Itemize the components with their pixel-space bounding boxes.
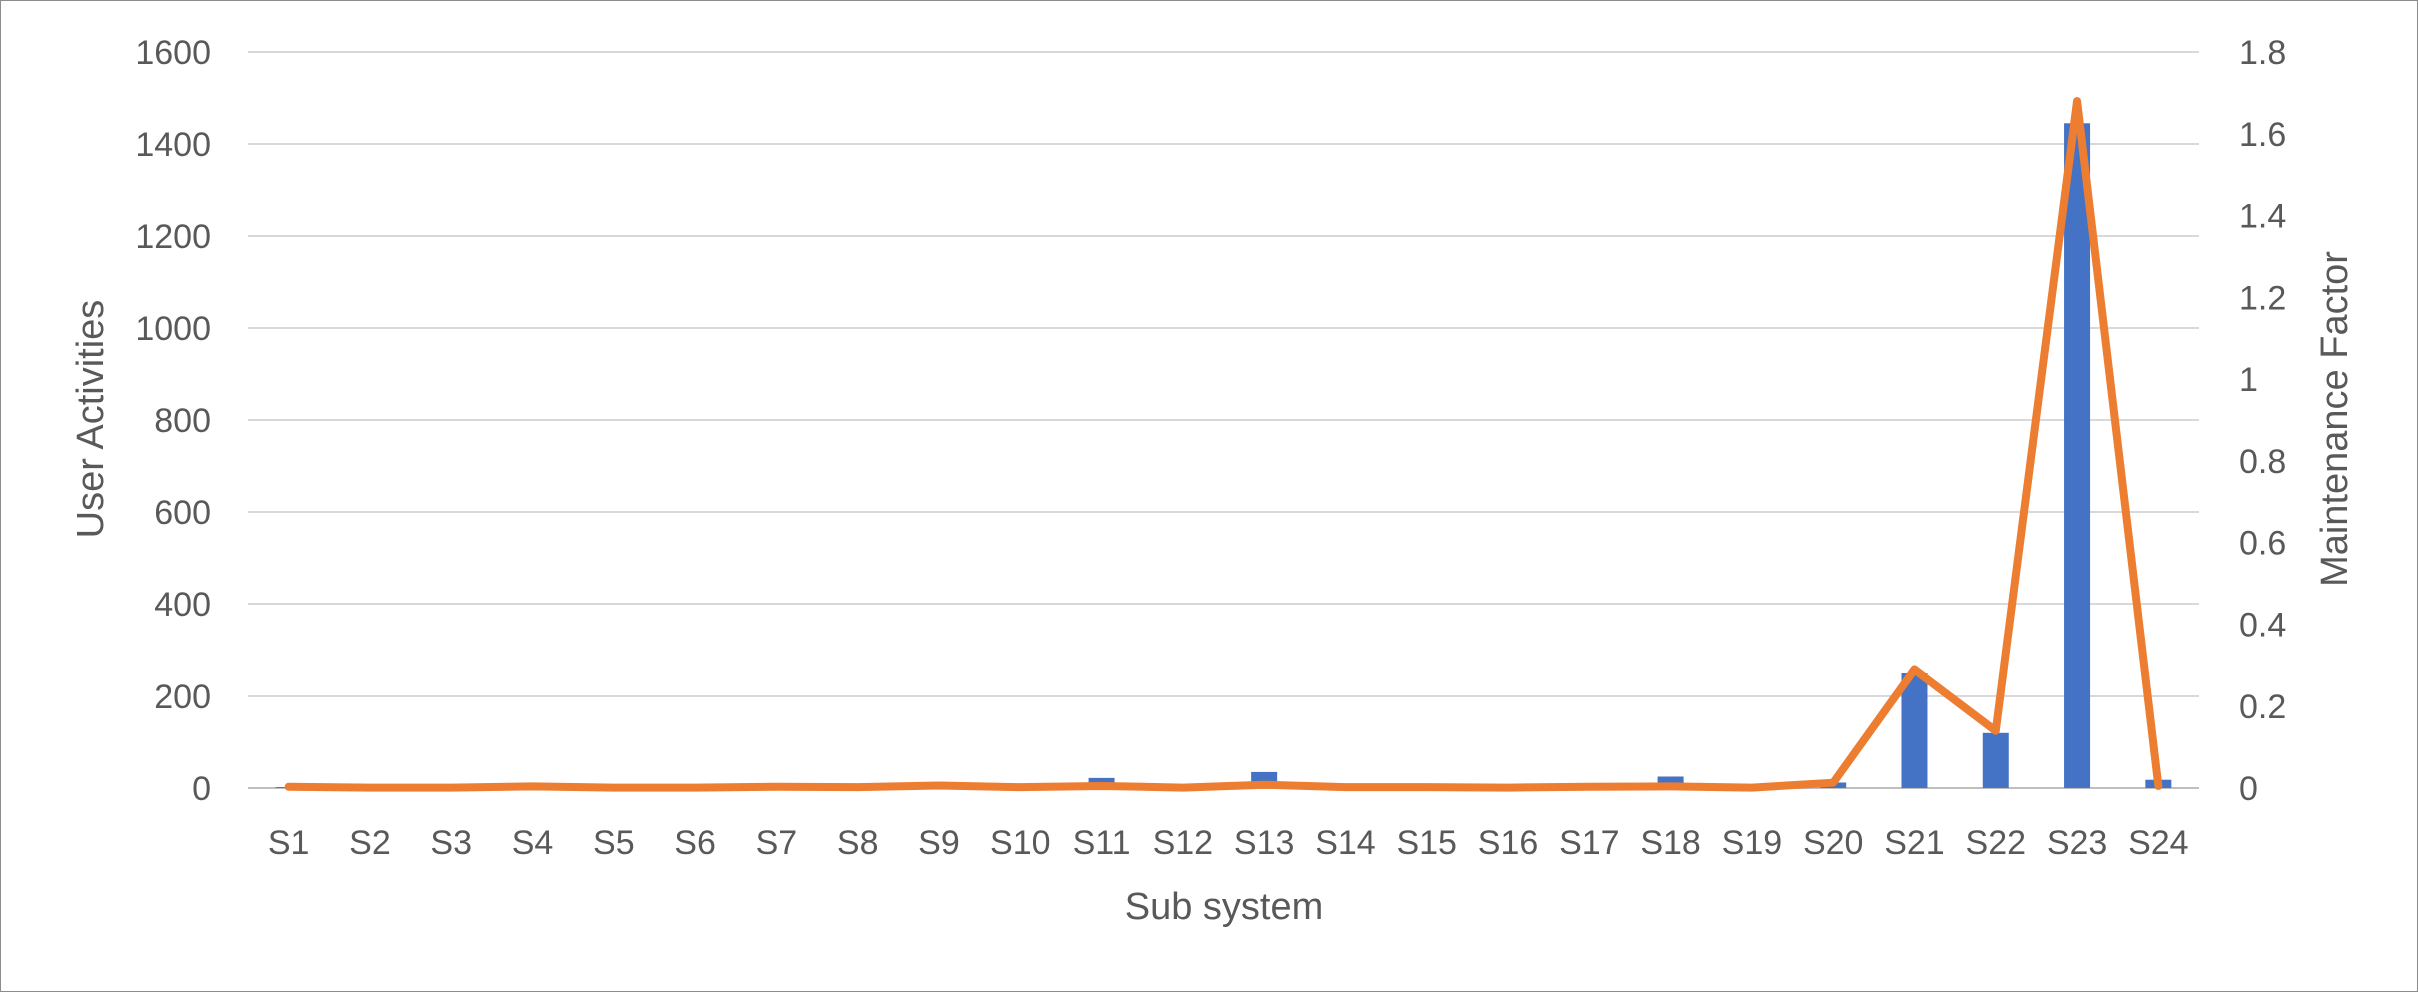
y2-tick-label: 0 [2239, 770, 2258, 808]
y-tick-label: 1200 [135, 218, 211, 256]
y2-tick-label: 1.6 [2239, 116, 2286, 154]
y-tick-label: 600 [154, 494, 211, 532]
x-tick-label: S9 [918, 824, 960, 862]
x-tick-label: S17 [1559, 824, 1620, 862]
x-tick-label: S13 [1234, 824, 1295, 862]
y-tick-label: 800 [154, 402, 211, 440]
y2-tick-label: 1.8 [2239, 34, 2286, 72]
y2-axis-ticks: 0 0.2 0.4 0.6 0.8 1 1.2 1.4 1.6 1.8 [2239, 34, 2286, 808]
y-tick-label: 200 [154, 678, 211, 716]
y2-tick-label: 0.8 [2239, 443, 2286, 481]
y-tick-label: 1400 [135, 126, 211, 164]
y2-tick-label: 1 [2239, 361, 2258, 399]
x-tick-label: S6 [674, 824, 716, 862]
x-tick-label: S8 [837, 824, 879, 862]
y2-tick-label: 0.4 [2239, 606, 2286, 644]
x-tick-label: S12 [1153, 824, 1214, 862]
x-tick-label: S18 [1640, 824, 1701, 862]
bar-series [276, 123, 2172, 788]
y2-tick-label: 1.2 [2239, 279, 2286, 317]
y2-tick-label: 0.6 [2239, 525, 2286, 563]
y-tick-label: 0 [192, 770, 211, 808]
x-tick-label: S24 [2128, 824, 2189, 862]
y-tick-label: 1000 [135, 310, 211, 348]
x-tick-label: S7 [756, 824, 798, 862]
x-tick-label: S4 [512, 824, 554, 862]
y-axis-title: User Activities [70, 300, 112, 539]
x-tick-label: S23 [2047, 824, 2108, 862]
x-tick-label: S1 [268, 824, 310, 862]
y2-tick-label: 0.2 [2239, 688, 2286, 726]
x-tick-label: S20 [1803, 824, 1864, 862]
x-axis-title: Sub system [1125, 886, 1324, 928]
bar [1901, 673, 1927, 788]
line-series [289, 101, 2159, 788]
bar [2064, 123, 2090, 788]
x-axis-ticks: S1 S2 S3 S4 S5 S6 S7 S8 S9 S10 S11 S12 S13 S14 S15 S16 S… [268, 824, 2189, 862]
y-tick-label: 400 [154, 586, 211, 624]
x-tick-label: S2 [349, 824, 391, 862]
x-tick-label: S16 [1478, 824, 1539, 862]
y2-tick-label: 1.4 [2239, 198, 2286, 236]
series-line [289, 101, 2159, 788]
x-tick-label: S21 [1884, 824, 1945, 862]
x-tick-label: S14 [1315, 824, 1376, 862]
x-tick-label: S5 [593, 824, 635, 862]
y2-axis-title: Maintenance Factor [2314, 251, 2356, 587]
x-tick-label: S10 [990, 824, 1051, 862]
bar [1983, 733, 2009, 788]
x-tick-label: S15 [1396, 824, 1457, 862]
x-tick-label: S3 [430, 824, 472, 862]
x-tick-label: S11 [1073, 824, 1131, 862]
x-tick-label: S22 [1966, 824, 2027, 862]
y-tick-label: 1600 [135, 34, 211, 72]
y-axis-ticks: 0 200 400 600 800 1000 1200 1400 1600 [135, 34, 211, 808]
x-tick-label: S19 [1722, 824, 1783, 862]
